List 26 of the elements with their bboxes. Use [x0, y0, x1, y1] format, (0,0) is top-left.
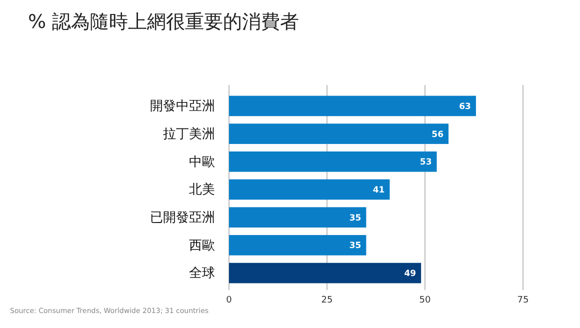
y-tick-label: 全球 [189, 266, 215, 282]
data-label: 56 [432, 130, 444, 140]
y-tick-label: 北美 [189, 182, 215, 198]
bar [229, 96, 476, 116]
bar [229, 207, 366, 228]
x-tick-label: 50 [419, 295, 431, 306]
chart-title: % 認為隨時上網很重要的消費者 [28, 11, 300, 33]
bar [229, 235, 366, 256]
x-tick-label: 0 [226, 295, 232, 306]
bar [229, 151, 437, 172]
bar [229, 124, 449, 144]
y-tick-label: 西歐 [189, 238, 215, 254]
x-tick-label: 75 [517, 295, 529, 306]
data-label: 35 [349, 213, 362, 224]
data-label: 41 [372, 185, 385, 196]
x-tick-label: 25 [321, 295, 333, 306]
y-tick-label: 拉丁美洲 [163, 126, 215, 142]
bar [229, 179, 390, 200]
y-tick-label: 已開發亞洲 [150, 210, 215, 226]
data-label: 63 [459, 102, 472, 112]
y-tick-label: 開發中亞洲 [150, 99, 215, 114]
bar [229, 262, 422, 284]
data-label: 35 [349, 241, 362, 252]
data-label: 53 [420, 158, 432, 168]
y-tick-label: 中歐 [189, 154, 215, 170]
data-label: 49 [404, 269, 416, 280]
